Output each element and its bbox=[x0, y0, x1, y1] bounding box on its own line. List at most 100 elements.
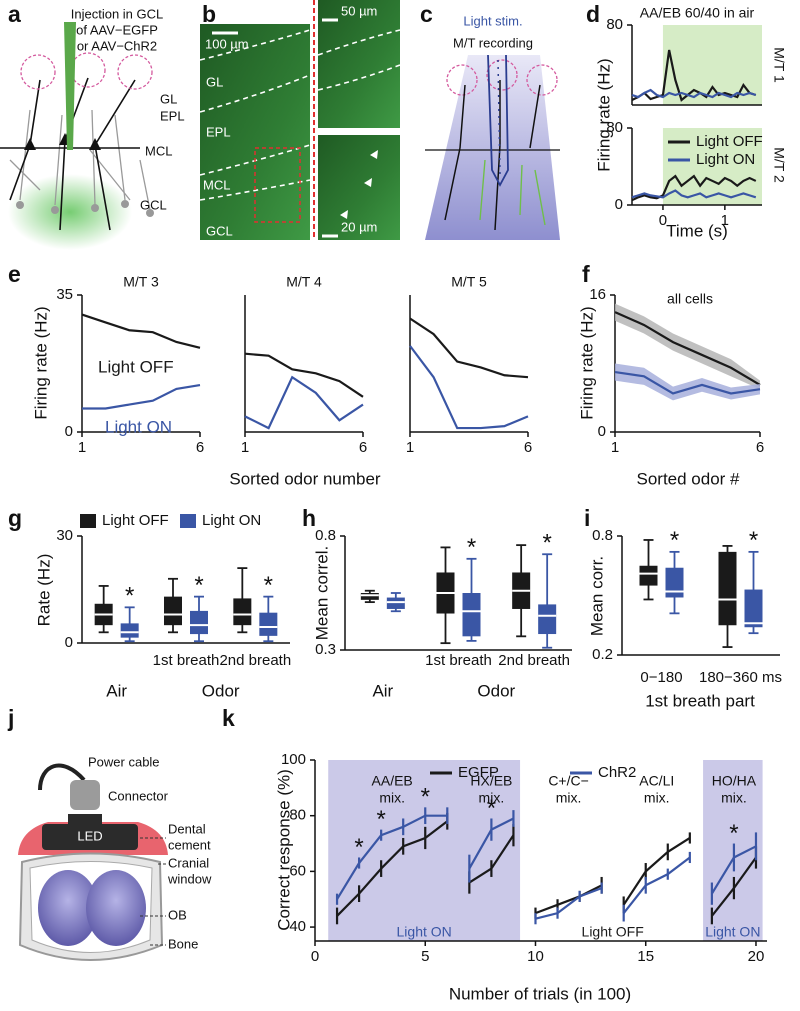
y-axis-label: Mean corr. bbox=[587, 556, 606, 636]
chart-title: M/T 4 bbox=[286, 274, 322, 290]
layer-label: GL bbox=[160, 91, 177, 106]
panel-c: c Light stim. M/T recording bbox=[420, 1, 560, 240]
olfactory-bulb bbox=[86, 870, 146, 946]
significance: * bbox=[487, 795, 496, 822]
granule-cells bbox=[9, 109, 151, 211]
category-label: Air bbox=[106, 681, 127, 700]
y-tick-label: 0.2 bbox=[592, 646, 613, 663]
y-tick-label: 0 bbox=[65, 634, 73, 651]
box bbox=[233, 598, 252, 626]
panel-label: j bbox=[7, 705, 14, 731]
x-axis-label: Sorted odor number bbox=[229, 469, 381, 488]
layer-label: MCL bbox=[145, 143, 172, 158]
significance: * bbox=[354, 834, 363, 861]
legend-label: ChR2 bbox=[598, 764, 636, 781]
recording-label: M/T recording bbox=[453, 35, 533, 50]
panel-label: d bbox=[586, 1, 600, 27]
x-tick-label: 10 bbox=[527, 948, 544, 965]
x-axis-label: Number of trials (in 100) bbox=[449, 984, 631, 1003]
series-line bbox=[614, 311, 761, 386]
chart-title: all cells bbox=[667, 291, 713, 307]
y-axis-label: Firing rate (Hz) bbox=[594, 58, 613, 171]
category-label: 2nd breath bbox=[219, 652, 291, 669]
category-label: 2nd breath bbox=[498, 652, 570, 669]
x-tick-label: 15 bbox=[637, 948, 654, 965]
group-label: mix. bbox=[556, 790, 582, 806]
stim-label: Light stim. bbox=[463, 13, 522, 28]
box bbox=[190, 610, 208, 635]
panel-label: h bbox=[302, 505, 316, 531]
scale-label: 20 µm bbox=[341, 219, 377, 234]
box bbox=[360, 593, 379, 600]
region-label: Light OFF bbox=[582, 924, 644, 940]
significance: * bbox=[194, 572, 203, 599]
x-tick-label: 6 bbox=[359, 439, 367, 456]
group-label: HO/HA bbox=[712, 773, 757, 789]
series-line bbox=[631, 189, 757, 199]
led bbox=[42, 824, 138, 850]
x-tick-label: 6 bbox=[524, 439, 532, 456]
layer-label: MCL bbox=[203, 177, 230, 192]
x-tick-label: 1 bbox=[721, 212, 729, 229]
y-tick-label: 35 bbox=[56, 286, 73, 303]
leader-lines bbox=[140, 837, 166, 946]
box bbox=[744, 589, 763, 628]
significance: * bbox=[125, 583, 134, 610]
y-tick-label: 80 bbox=[289, 807, 306, 824]
legend-swatch bbox=[80, 514, 96, 528]
x-tick-label: 1 bbox=[241, 439, 249, 456]
series-line bbox=[244, 352, 364, 398]
y-axis-label: Firing rate (Hz) bbox=[577, 306, 596, 419]
injection-text: Injection in GCL bbox=[71, 6, 164, 21]
y-tick-label: 0 bbox=[598, 423, 606, 440]
box bbox=[718, 551, 737, 626]
olfactory-bulb bbox=[38, 870, 98, 946]
micrograph-inset bbox=[318, 135, 400, 240]
scale-label: 100 µm bbox=[205, 36, 249, 51]
x-tick-label: 6 bbox=[196, 439, 204, 456]
panel-label: g bbox=[8, 505, 22, 531]
power-cable bbox=[38, 763, 86, 791]
label: Connector bbox=[108, 788, 169, 803]
significance: * bbox=[729, 820, 738, 847]
category-label: 0−180 bbox=[640, 669, 682, 686]
y-tick-label: 0 bbox=[615, 196, 623, 213]
granule-cells bbox=[479, 159, 546, 226]
annotation: Light ON bbox=[105, 417, 172, 436]
box bbox=[386, 597, 405, 609]
mitral-cells bbox=[444, 80, 541, 231]
label: Cranial bbox=[168, 855, 209, 870]
arrowheads bbox=[340, 150, 378, 219]
series-line bbox=[631, 174, 757, 202]
box bbox=[538, 604, 557, 635]
legend-label: Light OFF bbox=[102, 512, 169, 529]
category-label: Air bbox=[372, 681, 393, 700]
x-tick-label: 6 bbox=[756, 439, 764, 456]
series-line bbox=[631, 88, 757, 99]
panel-a: a Injection in GCL of AAV−EGFP or AAV−Ch… bbox=[0, 1, 185, 250]
box bbox=[164, 596, 182, 626]
significance: * bbox=[376, 806, 385, 833]
legend-label: Light ON bbox=[696, 151, 755, 168]
panel-j: Power cable Connector Dental cement LED … bbox=[18, 754, 212, 961]
significance: * bbox=[670, 527, 679, 554]
series-line bbox=[244, 375, 364, 430]
y-tick-label: 0.3 bbox=[315, 641, 336, 658]
y-tick-label: 0.8 bbox=[315, 527, 336, 544]
layer-label: GCL bbox=[206, 223, 233, 238]
panel-label: f bbox=[582, 261, 590, 287]
panel-b: b 100 µm GL EPL MCL GCL 50 µm 20 µm bbox=[199, 0, 401, 240]
y-tick-label: 16 bbox=[589, 286, 606, 303]
label: Dental bbox=[168, 821, 206, 836]
label: Bone bbox=[168, 936, 198, 951]
y-tick-label: 100 bbox=[281, 751, 306, 768]
series-line bbox=[409, 345, 529, 430]
x-axis-label: Time (s) bbox=[666, 221, 728, 240]
layer-label: GCL bbox=[140, 197, 167, 212]
panel-label: a bbox=[8, 1, 21, 27]
chart-title: AA/EB 60/40 in air bbox=[640, 5, 755, 21]
label: OB bbox=[168, 907, 187, 922]
panel-label: e bbox=[8, 261, 21, 287]
series-line bbox=[81, 313, 201, 349]
side-label: M/T 1 bbox=[771, 47, 787, 83]
